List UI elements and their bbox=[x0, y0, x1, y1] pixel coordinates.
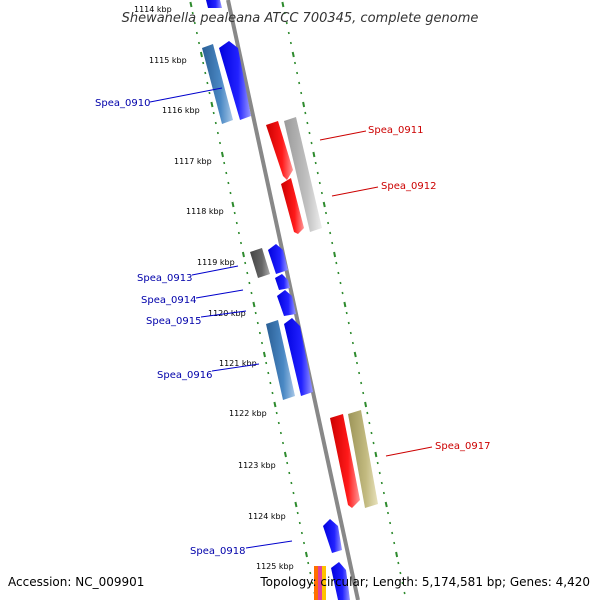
gene-label-spea-0912[interactable]: Spea_0912 bbox=[381, 181, 436, 192]
leader-line-spea-0913 bbox=[191, 265, 239, 276]
gene-arrow-spea-0916 bbox=[284, 318, 313, 396]
kbp-label-1119: 1119 kbp bbox=[197, 258, 235, 267]
left-track-tick bbox=[210, 101, 214, 108]
gene-strip-partial-3 bbox=[322, 566, 326, 600]
left-track-tick bbox=[283, 451, 287, 458]
gene-label-spea-0910[interactable]: Spea_0910 bbox=[95, 98, 150, 109]
right-track-tick bbox=[374, 451, 378, 458]
gene-arrow-bottom-partial bbox=[331, 562, 350, 600]
map-title: Shewanella pealeana ATCC 700345, complet… bbox=[122, 11, 479, 26]
gene-arrow-spea-0912 bbox=[281, 178, 304, 234]
right-track-tick bbox=[372, 441, 375, 445]
right-track-tick bbox=[333, 251, 337, 258]
left-track-tick bbox=[252, 301, 256, 308]
right-track-tick bbox=[304, 111, 307, 115]
right-track-tick bbox=[312, 151, 316, 158]
leader-line-spea-0917 bbox=[385, 446, 433, 457]
tick-tracks bbox=[189, 1, 406, 595]
gene-features bbox=[202, 0, 378, 600]
right-track-tick bbox=[397, 561, 400, 565]
left-track-tick bbox=[304, 551, 308, 558]
gene-arrow-spea-0917-b bbox=[348, 410, 378, 508]
leader-line-spea-0912 bbox=[331, 186, 379, 197]
right-track-tick bbox=[343, 301, 347, 308]
genome-summary-text: Topology: circular; Length: 5,174,581 bp… bbox=[259, 575, 590, 589]
gene-arrow-spea-0915 bbox=[277, 290, 296, 316]
right-track-tick bbox=[302, 101, 306, 108]
left-track-tick bbox=[231, 201, 235, 208]
gene-arrow-spea-0911-b bbox=[284, 117, 322, 232]
right-track-tick bbox=[378, 471, 381, 475]
gene-label-spea-0918[interactable]: Spea_0918 bbox=[190, 546, 245, 557]
kbp-label-1122: 1122 kbp bbox=[229, 409, 267, 418]
right-track-tick bbox=[298, 81, 301, 85]
kbp-label-1118: 1118 kbp bbox=[186, 207, 224, 216]
right-track-tick bbox=[310, 141, 313, 145]
left-track-tick bbox=[241, 251, 245, 258]
right-track-tick bbox=[395, 551, 399, 558]
gene-arrow-spea-0916-a bbox=[266, 320, 295, 400]
gene-label-spea-0916[interactable]: Spea_0916 bbox=[157, 370, 212, 381]
left-track-tick bbox=[294, 501, 298, 508]
kbp-label-1125: 1125 kbp bbox=[256, 562, 294, 571]
right-track-tick bbox=[353, 351, 357, 358]
gene-label-spea-0914[interactable]: Spea_0914 bbox=[141, 295, 196, 306]
gene-strip-partial-1 bbox=[314, 566, 318, 600]
right-track-tick bbox=[316, 171, 319, 175]
kbp-label-1116: 1116 kbp bbox=[162, 106, 200, 115]
right-track-tick bbox=[384, 501, 388, 508]
gene-arrow-spea-0910 bbox=[219, 41, 251, 120]
gene-arrow-spea-0910-a bbox=[202, 44, 233, 124]
right-track-tick bbox=[329, 231, 332, 235]
left-track-tick bbox=[199, 51, 203, 58]
left-track-tick bbox=[220, 151, 224, 158]
right-track-tick bbox=[403, 591, 406, 595]
gene-label-spea-0911[interactable]: Spea_0911 bbox=[368, 125, 423, 136]
gene-arrow-spea-0917 bbox=[330, 414, 360, 508]
kbp-label-1114: 1114 kbp bbox=[134, 5, 172, 14]
right-track-tick bbox=[291, 51, 295, 58]
right-track-tick bbox=[364, 401, 368, 408]
right-track-tick bbox=[366, 411, 369, 415]
leader-line-spea-0911 bbox=[319, 130, 367, 141]
leader-line-spea-0916 bbox=[211, 363, 260, 372]
left-track-tick bbox=[273, 401, 277, 408]
right-track-tick bbox=[360, 381, 363, 385]
gene-label-spea-0915[interactable]: Spea_0915 bbox=[146, 316, 201, 327]
right-track-tick bbox=[285, 21, 288, 25]
leader-line-spea-0915 bbox=[200, 310, 247, 318]
gene-arrow-spea-0911 bbox=[266, 121, 293, 180]
leader-line-spea-0918 bbox=[245, 540, 293, 549]
kbp-label-1121: 1121 kbp bbox=[219, 359, 257, 368]
gene-arrow-top-partial bbox=[206, 0, 222, 8]
gene-arrow-spea-0914 bbox=[275, 274, 290, 290]
gene-arrow-spea-0918 bbox=[323, 519, 342, 553]
kbp-label-1123: 1123 kbp bbox=[238, 461, 276, 470]
right-track-tick bbox=[347, 321, 350, 325]
gene-labels-reverse: Spea_0911 Spea_0912 Spea_0917 bbox=[319, 125, 490, 457]
left-track-tick bbox=[189, 1, 193, 8]
gene-arrow-spea-0913 bbox=[268, 244, 288, 274]
leader-line-spea-0914 bbox=[195, 289, 244, 299]
right-track-tick bbox=[391, 531, 394, 535]
right-track-tick bbox=[335, 261, 338, 265]
gene-label-spea-0913[interactable]: Spea_0913 bbox=[137, 273, 192, 284]
kbp-label-1124: 1124 kbp bbox=[248, 512, 286, 521]
accession-text: Accession: NC_009901 bbox=[8, 575, 144, 589]
right-track-tick bbox=[322, 201, 326, 208]
gene-labels-forward: Spea_0910 Spea_0913 Spea_0914 Spea_0915 … bbox=[95, 87, 293, 557]
kbp-label-1115: 1115 kbp bbox=[149, 56, 187, 65]
leader-line-spea-0910 bbox=[149, 87, 223, 103]
right-track-tick bbox=[341, 291, 344, 295]
left-track-tick bbox=[262, 351, 266, 358]
genome-backbone bbox=[226, 0, 360, 600]
gene-label-spea-0917[interactable]: Spea_0917 bbox=[435, 441, 490, 452]
kbp-label-1117: 1117 kbp bbox=[174, 157, 212, 166]
right-track-tick bbox=[281, 1, 285, 8]
gene-strip-partial-2 bbox=[318, 566, 322, 600]
gene-arrow-spea-0913-a bbox=[250, 248, 270, 278]
